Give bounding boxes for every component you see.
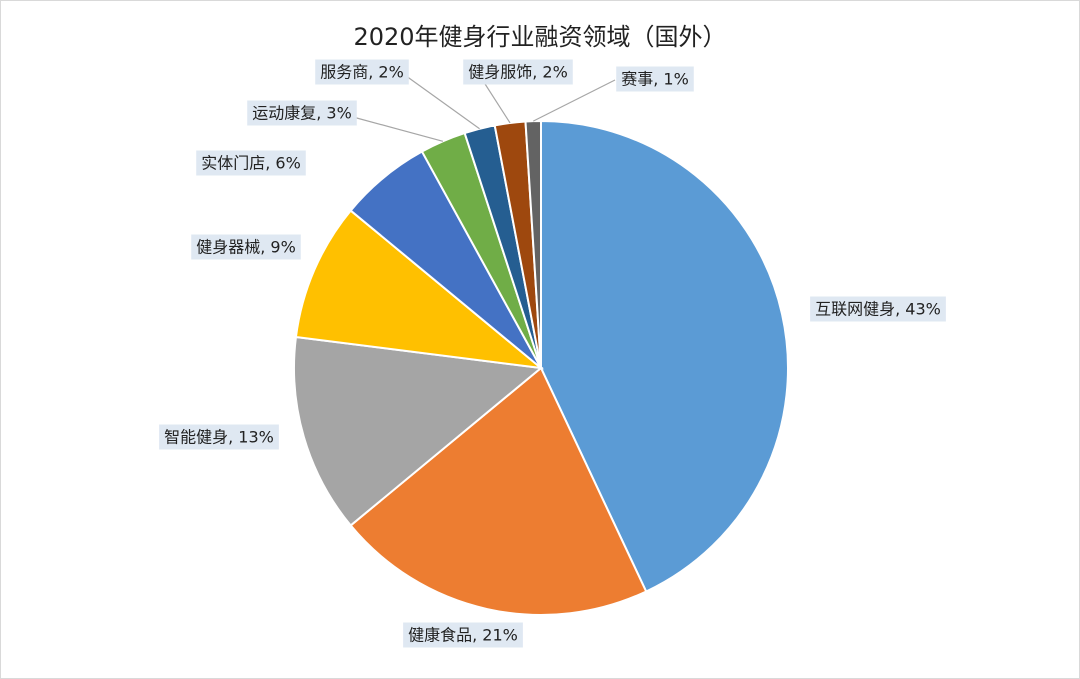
leader-line [401, 72, 480, 130]
data-label: 健康食品, 21% [408, 626, 518, 645]
data-label: 实体门店, 6% [201, 154, 301, 173]
data-label-box [191, 234, 301, 260]
pie-slice [349, 366, 648, 616]
data-label: 智能健身, 13% [164, 428, 274, 447]
data-label-box [403, 622, 523, 648]
data-label-box [159, 424, 279, 450]
data-label: 健身服饰, 2% [468, 63, 568, 82]
data-label-box [196, 150, 306, 176]
data-label: 运动康复, 3% [252, 104, 352, 123]
data-label-box [463, 59, 573, 85]
data-label-box [616, 66, 694, 92]
data-label-box [315, 59, 409, 85]
data-label: 互联网健身, 43% [815, 300, 941, 319]
pie-slice [540, 119, 789, 593]
leader-line [341, 113, 444, 142]
data-label-box [810, 296, 946, 322]
pie-slice [293, 335, 544, 527]
data-label: 赛事, 1% [621, 70, 689, 89]
pie-slice [294, 209, 545, 370]
data-label-box [247, 100, 357, 126]
data-label: 健身器械, 9% [196, 238, 296, 257]
pie [293, 119, 789, 616]
data-labels: 互联网健身, 43% 健康食品, 21% 智能健身, 13% 健身器械, 9% 实体门店… [159, 59, 946, 648]
chart-title: 2020年健身行业融资领域（国外） [353, 23, 726, 51]
leader-line [532, 79, 616, 122]
data-label: 服务商, 2% [320, 63, 404, 82]
